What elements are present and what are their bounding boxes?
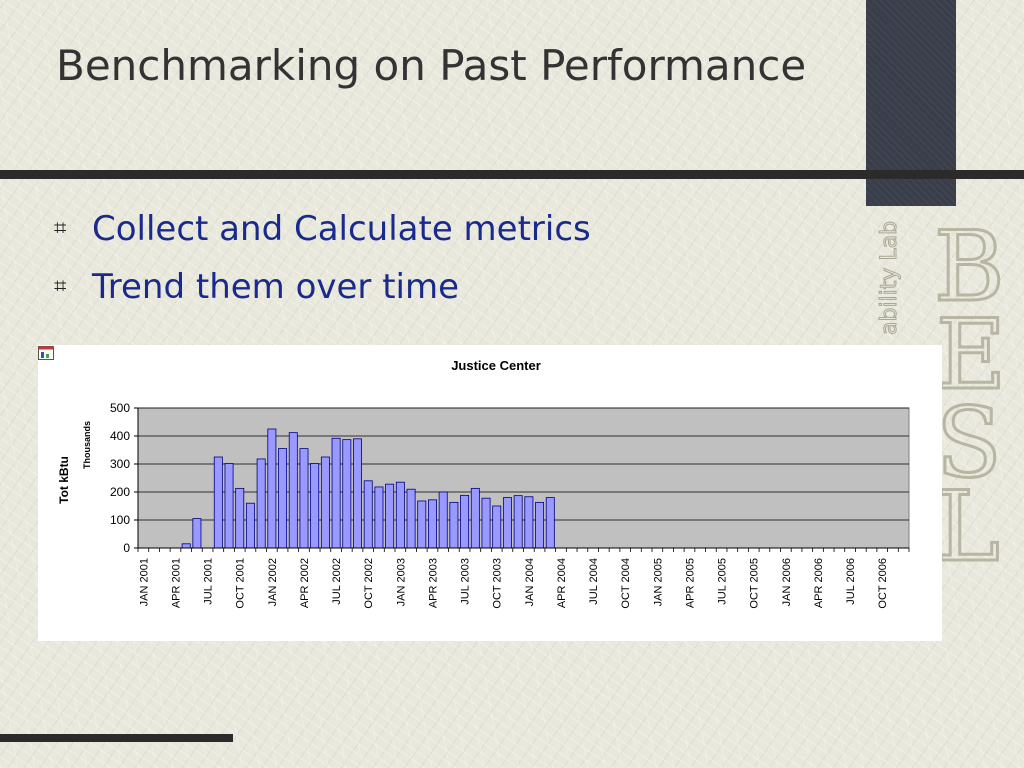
bar — [278, 448, 288, 549]
bar — [320, 456, 330, 549]
chart-title: Justice Center — [451, 358, 541, 373]
y-tick-label: 0 — [123, 541, 130, 555]
bar — [245, 502, 255, 549]
bar — [353, 438, 362, 549]
logo-letter-s: S — [936, 387, 1002, 499]
bar — [374, 486, 384, 549]
bar — [406, 488, 416, 549]
bullet-text: Trend them over time — [92, 267, 460, 307]
x-tick-label: JUL 2006 — [845, 558, 857, 605]
y-tick-label: 200 — [110, 485, 130, 499]
bar — [481, 497, 491, 549]
bar — [438, 491, 448, 549]
bar — [267, 428, 277, 549]
bar — [299, 448, 309, 549]
x-tick-label: APR 2002 — [299, 558, 311, 608]
bar — [460, 494, 470, 549]
x-tick-label: JUL 2001 — [203, 558, 215, 605]
bar — [256, 458, 266, 549]
bar — [524, 496, 534, 549]
x-tick-label: JAN 2005 — [652, 558, 664, 606]
x-tick-label: JAN 2001 — [138, 558, 150, 606]
bar — [331, 437, 341, 549]
x-tick-label: OCT 2006 — [877, 558, 889, 609]
bar — [224, 463, 234, 549]
y-axis-label: Tot kBtu — [57, 456, 71, 504]
x-tick-label: APR 2004 — [556, 558, 568, 608]
x-tick-label: APR 2003 — [427, 558, 439, 608]
y-axis-unit: Thousands — [82, 421, 92, 469]
title-divider — [0, 170, 1024, 179]
x-tick-label: JAN 2006 — [781, 558, 793, 606]
bar — [385, 483, 395, 549]
bar — [235, 487, 245, 549]
bar — [545, 497, 555, 549]
y-tick-label: 500 — [110, 401, 130, 415]
x-tick-label: OCT 2001 — [235, 558, 247, 609]
energy-bar-chart: Justice Center Tot kBtu Thousands 0 100 20… — [57, 358, 910, 609]
x-tick-label: OCT 2002 — [363, 558, 375, 609]
bar — [492, 505, 502, 549]
bar — [310, 463, 320, 549]
logo-letter-e: E — [936, 299, 1006, 411]
bar — [181, 543, 191, 549]
bar — [213, 456, 223, 549]
x-tick-label: JUL 2003 — [460, 558, 472, 605]
x-tick-label: APR 2001 — [170, 558, 182, 608]
x-tick-label: APR 2005 — [684, 558, 696, 608]
x-tick-label: OCT 2004 — [620, 558, 632, 609]
bar — [342, 439, 352, 549]
x-tick-label: JAN 2003 — [395, 558, 407, 606]
bar — [395, 481, 405, 549]
hash-bullet-icon: ⌗ — [54, 216, 67, 241]
x-tick-label: JAN 2004 — [524, 558, 536, 606]
bar — [502, 497, 512, 549]
x-tick-label: JAN 2002 — [267, 558, 279, 606]
x-tick-label: JUL 2004 — [588, 558, 600, 605]
bullet-item: ⌗ Trend them over time — [54, 258, 591, 316]
bar — [513, 495, 523, 549]
bar — [417, 500, 427, 549]
bar — [428, 499, 437, 549]
bar — [288, 432, 298, 549]
y-tick-label: 300 — [110, 457, 130, 471]
y-tick-label: 100 — [110, 513, 130, 527]
bar — [470, 487, 480, 549]
y-tick-label: 400 — [110, 429, 130, 443]
logo-letter-b: B — [934, 211, 1005, 323]
plot-area — [137, 407, 910, 549]
bullet-text: Collect and Calculate metrics — [92, 209, 591, 249]
bullet-item: ⌗ Collect and Calculate metrics — [54, 200, 591, 258]
x-tick-label: OCT 2005 — [749, 558, 761, 609]
bullet-list: ⌗ Collect and Calculate metrics ⌗ Trend … — [54, 200, 591, 316]
x-tick-label: JUL 2005 — [717, 558, 729, 605]
bar — [192, 518, 202, 549]
slide-title: Benchmarking on Past Performance — [56, 41, 807, 90]
bar — [363, 480, 373, 549]
x-tick-label: JUL 2002 — [331, 558, 343, 605]
logo-side-text: ability Lab — [877, 221, 902, 335]
logo-letter-l: L — [936, 471, 1000, 570]
bar — [535, 501, 545, 549]
hash-bullet-icon: ⌗ — [54, 274, 67, 299]
bar — [449, 501, 459, 549]
x-tick-label: APR 2006 — [813, 558, 825, 608]
lab-logo: B E S L ability Lab — [877, 210, 1007, 570]
footer-divider — [0, 734, 233, 742]
x-tick-label: OCT 2003 — [492, 558, 504, 609]
embedded-chart-icon[interactable] — [38, 346, 54, 360]
